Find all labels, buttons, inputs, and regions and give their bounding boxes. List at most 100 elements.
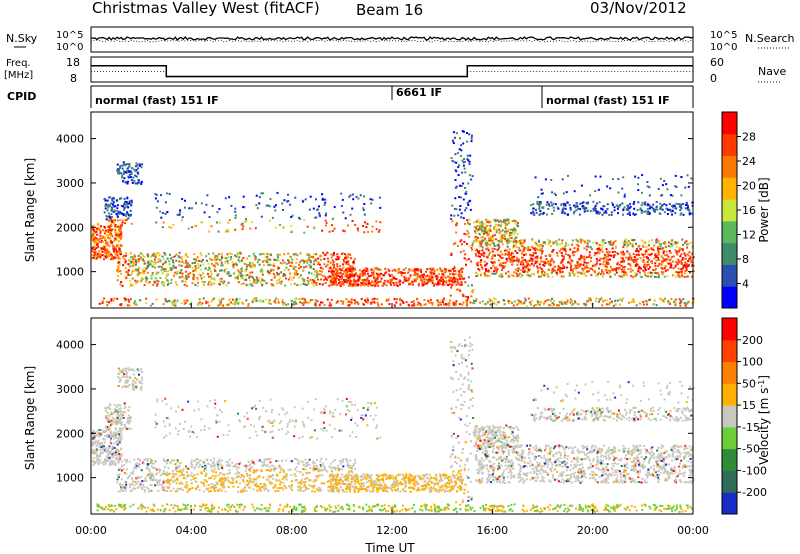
echo-cell: [494, 220, 497, 223]
echo-cell: [177, 255, 180, 258]
echo-cell: [545, 213, 548, 216]
echo-cell: [96, 241, 99, 244]
echo-cell: [298, 298, 300, 301]
echo-cell: [120, 422, 122, 425]
echo-cell: [245, 299, 248, 302]
echo-cell: [678, 271, 681, 274]
echo-cell: [669, 252, 672, 254]
echo-cell: [127, 427, 130, 430]
echo-cell: [680, 268, 683, 271]
echo-cell: [95, 238, 98, 241]
echo-cell: [541, 271, 543, 273]
echo-cell: [497, 254, 500, 256]
echo-cell: [136, 378, 139, 381]
echo-cell: [126, 459, 128, 462]
echo-cell: [377, 268, 380, 271]
echo-cell: [573, 273, 576, 275]
echo-cell: [96, 222, 99, 225]
echo-cell: [625, 256, 628, 259]
echo-cell: [306, 280, 309, 282]
echo-cell: [394, 268, 396, 271]
echo-cell: [307, 256, 310, 259]
echo-cell: [588, 240, 591, 243]
echo-cell: [120, 281, 123, 283]
echo-cell: [569, 267, 572, 269]
echo-cell: [330, 271, 333, 274]
echo-cell: [125, 461, 128, 464]
echo-cell: [371, 230, 374, 233]
echo-cell: [323, 304, 326, 307]
echo-cell: [305, 301, 308, 304]
echo-cell: [561, 254, 564, 257]
echo-cell: [647, 263, 650, 266]
echo-cell: [658, 247, 661, 250]
echo-cell: [348, 196, 351, 198]
echo-cell: [211, 204, 214, 207]
echo-cell: [601, 208, 604, 211]
echo-cell: [205, 302, 208, 305]
echo-cell: [508, 253, 511, 256]
echo-cell: [534, 252, 537, 255]
echo-cell: [291, 214, 294, 217]
echo-cell: [508, 241, 511, 244]
echo-cell: [136, 280, 139, 283]
echo-cell: [233, 272, 235, 275]
echo-cell: [350, 298, 353, 301]
echo-cell: [365, 283, 368, 286]
echo-cell: [607, 261, 610, 264]
echo-cell: [579, 258, 582, 261]
echo-cell: [213, 265, 216, 268]
echo-cell: [399, 297, 401, 300]
echo-cell: [105, 251, 108, 254]
echo-cell: [443, 297, 445, 300]
echo-cell: [433, 270, 436, 273]
echo-cell: [332, 277, 335, 280]
echo-cell: [451, 159, 454, 162]
echo-cell: [280, 280, 283, 283]
echo-cell: [528, 268, 531, 271]
echo-cell: [196, 278, 199, 281]
echo-cell: [455, 132, 458, 135]
echo-cell: [533, 304, 535, 307]
echo-cell: [631, 259, 634, 262]
echo-cell: [118, 171, 121, 173]
echo-cell: [646, 275, 649, 278]
echo-cell: [111, 433, 114, 436]
echo-cell: [687, 260, 690, 262]
echo-cell: [269, 259, 272, 261]
echo-cell: [652, 269, 655, 271]
echo-cell: [332, 281, 335, 284]
echo-cell: [129, 284, 132, 287]
echo-cell: [355, 195, 358, 198]
colorbar-swatch: [722, 199, 737, 222]
echo-cell: [290, 283, 293, 286]
echo-cell: [660, 260, 663, 263]
echo-cell: [680, 275, 683, 278]
echo-cell: [100, 442, 103, 444]
echo-cell: [444, 271, 447, 274]
echo-cell: [479, 301, 482, 304]
echo-cell: [562, 210, 565, 213]
echo-cell: [125, 252, 128, 255]
echo-cell: [624, 238, 627, 241]
echo-cell: [679, 255, 682, 258]
echo-cell: [119, 283, 122, 286]
echo-cell: [494, 261, 496, 264]
echo-cell: [494, 238, 497, 241]
echo-cell: [594, 271, 596, 274]
echo-cell: [349, 459, 352, 462]
echo-cell: [573, 210, 576, 213]
echo-cell: [518, 247, 521, 249]
echo-cell: [592, 207, 595, 210]
echo-cell: [303, 298, 306, 301]
echo-cell: [491, 300, 494, 302]
echo-cell: [521, 243, 523, 246]
echo-cell: [137, 268, 140, 271]
echo-cell: [518, 239, 521, 242]
echo-cell: [575, 302, 578, 305]
echo-cell: [419, 303, 422, 306]
echo-cell: [125, 277, 127, 280]
echo-cell: [639, 208, 642, 211]
echo-cell: [111, 207, 114, 210]
echo-cell: [109, 216, 111, 219]
